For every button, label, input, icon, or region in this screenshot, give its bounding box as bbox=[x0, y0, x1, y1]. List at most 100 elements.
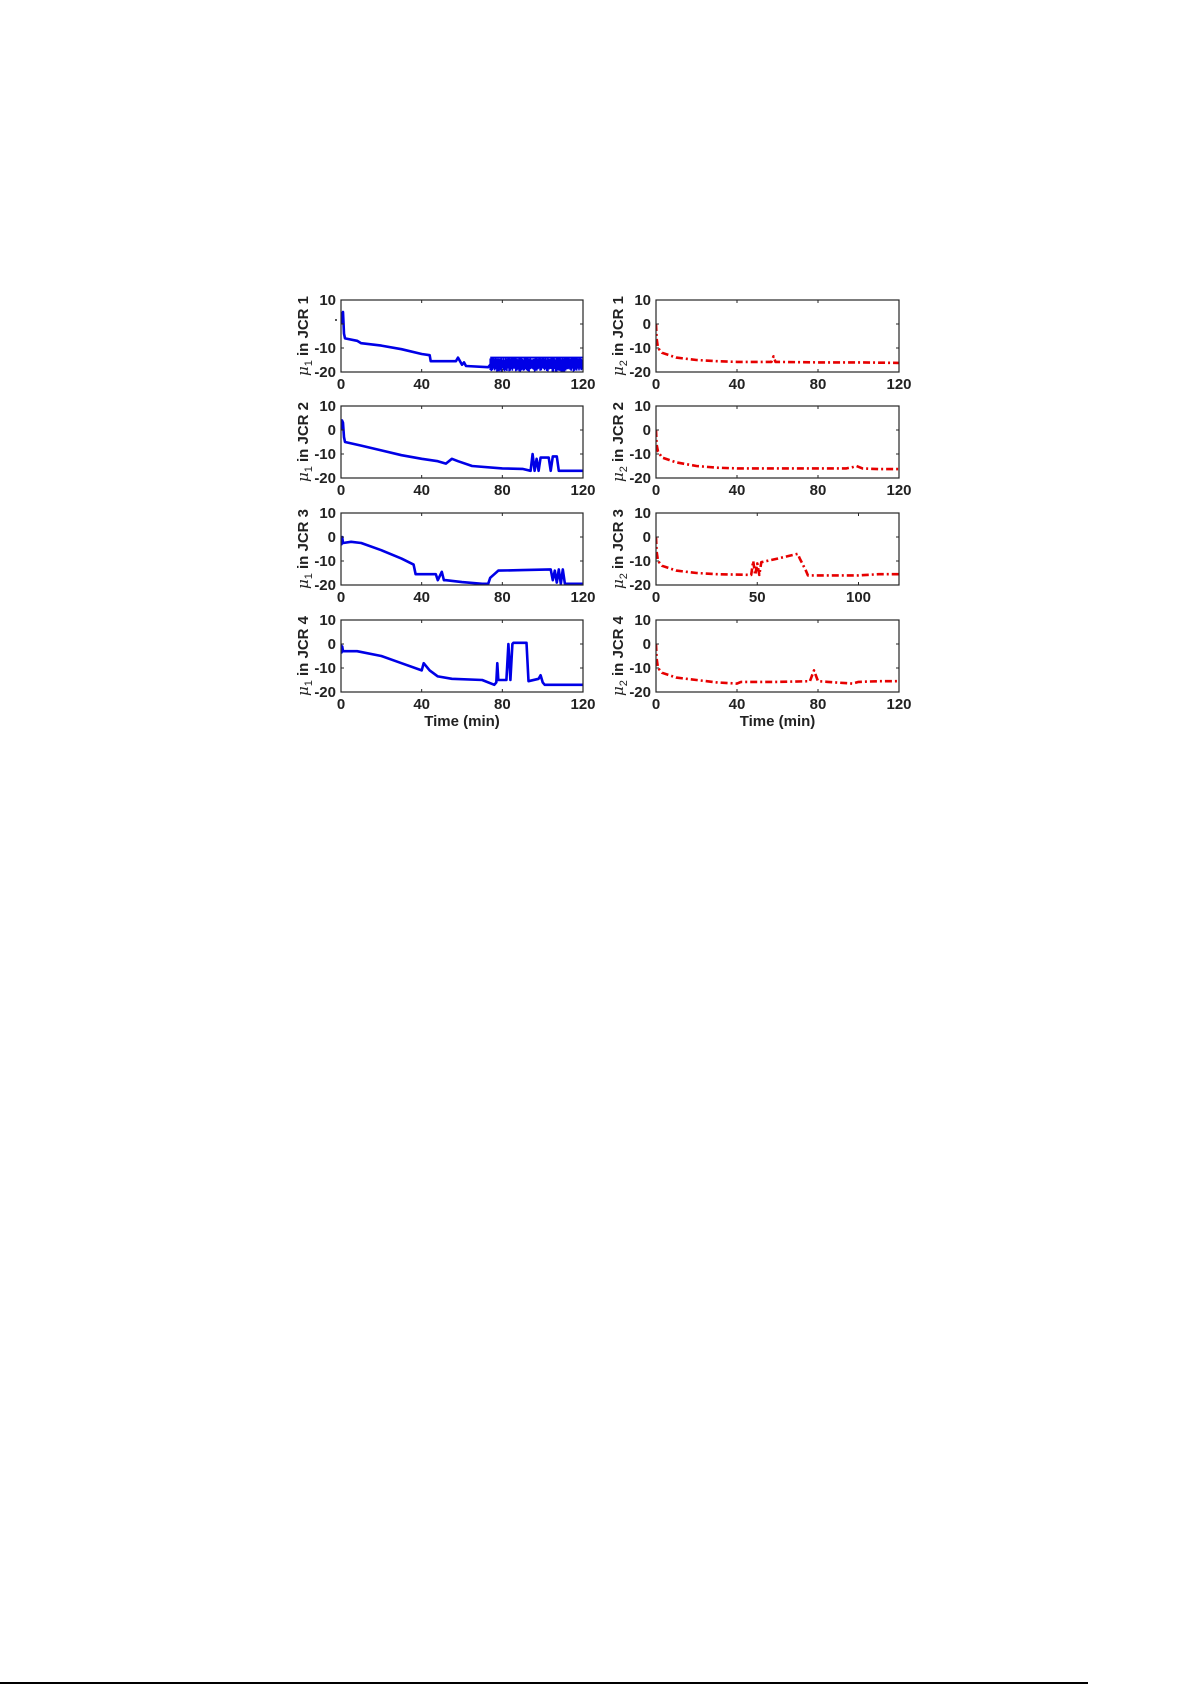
y-tick-label: -20 bbox=[314, 684, 336, 701]
x-tick-label: 80 bbox=[494, 376, 511, 393]
x-tick-label: 50 bbox=[749, 589, 766, 606]
y-tick-label: 10 bbox=[634, 398, 651, 415]
data-line bbox=[341, 310, 583, 369]
x-tick-label: 0 bbox=[652, 482, 660, 499]
x-tick-label: 40 bbox=[729, 376, 746, 393]
x-tick-label: 0 bbox=[652, 696, 660, 713]
x-tick-label: 0 bbox=[337, 376, 345, 393]
y-tick-label: 0 bbox=[328, 529, 336, 546]
y-tick-label: -10 bbox=[629, 553, 651, 570]
x-tick-label: 40 bbox=[413, 589, 430, 606]
axes-box bbox=[655, 299, 900, 373]
axes-box bbox=[340, 405, 584, 479]
y-tick-label: -10 bbox=[629, 340, 651, 357]
y-tick-label: -10 bbox=[314, 446, 336, 463]
y-axis-label: μ2 in JCR 4 bbox=[609, 615, 630, 696]
y-tick-label: 0 bbox=[643, 316, 651, 333]
y-tick-label: 10 bbox=[634, 612, 651, 629]
y-axis-label: μ1 in JCR 1 bbox=[294, 296, 315, 376]
axes-box bbox=[340, 619, 584, 693]
axes-box bbox=[340, 299, 584, 373]
y-tick-label: 0 bbox=[328, 422, 336, 439]
y-tick-label: 0 bbox=[643, 636, 651, 653]
y-tick-label: -10 bbox=[629, 446, 651, 463]
data-line bbox=[656, 536, 899, 577]
y-tick-label: 10 bbox=[319, 292, 336, 309]
x-tick-label: 120 bbox=[886, 696, 911, 713]
data-line bbox=[341, 419, 583, 473]
y-axis-label: μ2 in JCR 1 bbox=[609, 296, 630, 376]
y-tick-label: 0 bbox=[643, 422, 651, 439]
y-tick-label: -10 bbox=[314, 340, 336, 357]
axes-box bbox=[655, 405, 900, 479]
x-tick-label: 0 bbox=[652, 376, 660, 393]
y-axis-label: μ1 in JCR 4 bbox=[294, 615, 315, 696]
data-line bbox=[656, 323, 899, 365]
y-tick-label: -20 bbox=[629, 470, 651, 487]
stray-mark bbox=[335, 319, 337, 321]
x-tick-label: 0 bbox=[337, 696, 345, 713]
y-tick-label: -20 bbox=[629, 364, 651, 381]
x-axis-label: Time (min) bbox=[424, 713, 500, 730]
y-tick-label: 10 bbox=[319, 612, 336, 629]
y-tick-label: 0 bbox=[328, 636, 336, 653]
y-tick-label: -10 bbox=[629, 660, 651, 677]
data-line bbox=[341, 535, 583, 586]
x-tick-label: 40 bbox=[413, 376, 430, 393]
x-tick-label: 40 bbox=[413, 696, 430, 713]
x-tick-label: 40 bbox=[729, 482, 746, 499]
data-line bbox=[656, 643, 899, 685]
y-tick-label: 10 bbox=[634, 292, 651, 309]
data-line bbox=[656, 429, 899, 471]
data-line bbox=[341, 641, 583, 687]
y-tick-label: 10 bbox=[319, 398, 336, 415]
x-tick-label: 40 bbox=[729, 696, 746, 713]
y-tick-label: -20 bbox=[314, 577, 336, 594]
axes-box bbox=[340, 512, 584, 586]
x-tick-label: 80 bbox=[494, 589, 511, 606]
x-tick-label: 120 bbox=[570, 376, 595, 393]
y-axis-label: μ1 in JCR 3 bbox=[294, 509, 315, 589]
axes-box bbox=[655, 512, 900, 586]
y-tick-label: -20 bbox=[314, 364, 336, 381]
y-axis-label: μ2 in JCR 2 bbox=[609, 402, 630, 482]
x-tick-label: 120 bbox=[570, 482, 595, 499]
x-axis-label: Time (min) bbox=[740, 713, 816, 730]
x-tick-label: 100 bbox=[846, 589, 871, 606]
y-tick-label: -10 bbox=[314, 660, 336, 677]
x-tick-label: 80 bbox=[810, 696, 827, 713]
y-tick-label: 0 bbox=[643, 529, 651, 546]
y-axis-label: μ2 in JCR 3 bbox=[609, 509, 630, 589]
x-tick-label: 0 bbox=[337, 482, 345, 499]
y-tick-label: -20 bbox=[629, 684, 651, 701]
y-tick-label: 10 bbox=[634, 505, 651, 522]
x-tick-label: 40 bbox=[413, 482, 430, 499]
axes-box bbox=[655, 619, 900, 693]
noise-band bbox=[489, 357, 583, 372]
x-tick-label: 120 bbox=[570, 589, 595, 606]
x-tick-label: 80 bbox=[494, 696, 511, 713]
x-tick-label: 80 bbox=[494, 482, 511, 499]
page-footer-rule bbox=[0, 1682, 1088, 1684]
x-tick-label: 120 bbox=[570, 696, 595, 713]
y-axis-label: μ1 in JCR 2 bbox=[294, 402, 315, 482]
x-tick-label: 0 bbox=[337, 589, 345, 606]
y-tick-label: -10 bbox=[314, 553, 336, 570]
x-tick-label: 80 bbox=[810, 376, 827, 393]
y-tick-label: -20 bbox=[629, 577, 651, 594]
y-tick-label: -20 bbox=[314, 470, 336, 487]
x-tick-label: 120 bbox=[886, 376, 911, 393]
x-tick-label: 80 bbox=[810, 482, 827, 499]
x-tick-label: 120 bbox=[886, 482, 911, 499]
x-tick-label: 0 bbox=[652, 589, 660, 606]
